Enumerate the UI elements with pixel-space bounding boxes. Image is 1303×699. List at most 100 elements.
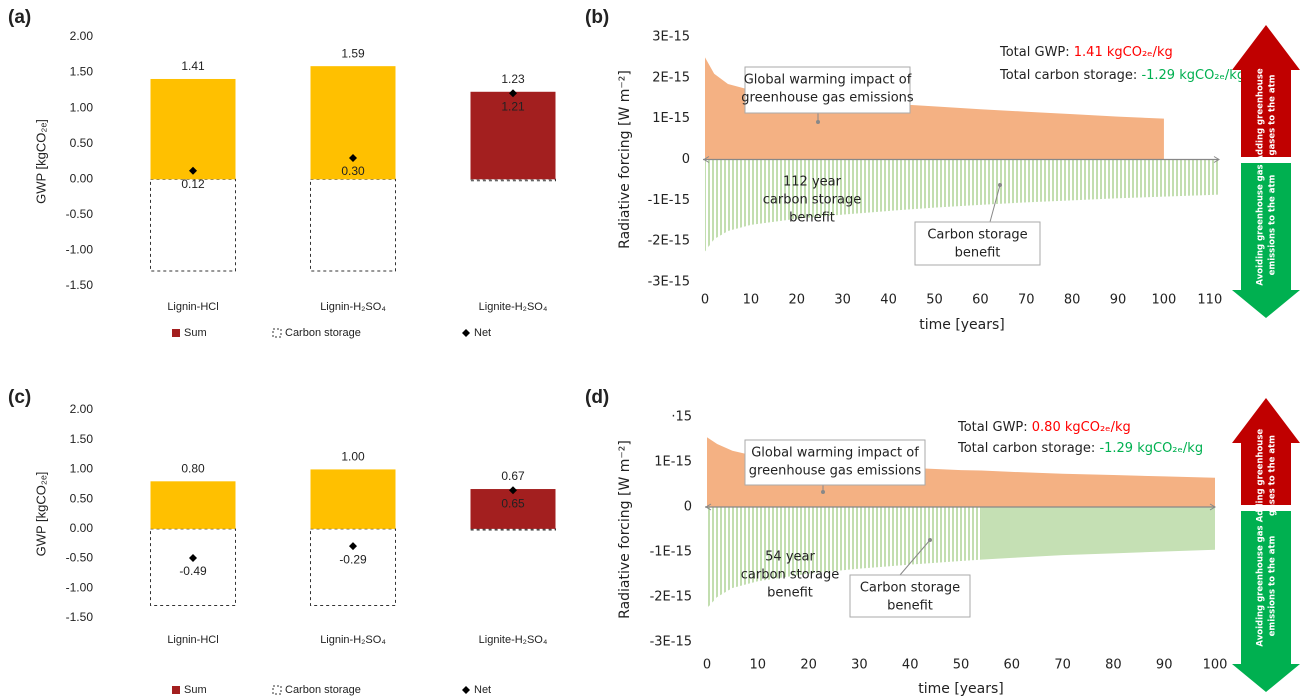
annotation-box	[744, 439, 926, 486]
x-tick-label: 60	[1004, 658, 1021, 673]
legend-swatch	[462, 329, 470, 337]
carbon-storage-bar	[310, 528, 396, 607]
total-value: 1.41 kgCO₂ₑ/kg	[1074, 45, 1173, 60]
y-tick-label: 0.00	[70, 521, 94, 535]
area-panel: ·15 1E-15 0 -1E-15 -2E-15 -3E-15 0 10 20 30 40 50 60…	[617, 398, 1300, 697]
pointer	[989, 184, 1001, 223]
total-value: -1.29 kgCO₂ₑ/kg	[1141, 68, 1245, 83]
net-label: 0.65	[501, 496, 525, 510]
y-tick-label: -1E-15	[648, 193, 690, 208]
x-tick-label: 30	[851, 658, 868, 673]
x-tick-label: 10	[750, 658, 767, 673]
net-marker	[349, 542, 357, 551]
y-tick-label: 1.50	[70, 65, 94, 79]
total-value: 0.80 kgCO₂ₑ/kg	[1032, 420, 1131, 435]
arrow-text: Avoiding greenhouse gas	[1256, 164, 1266, 285]
sum-bar	[470, 489, 556, 529]
forcing-area	[981, 507, 1215, 560]
x-axis-title: time [years]	[919, 317, 1005, 333]
panel-label: (b)	[585, 7, 609, 28]
legend-label: Sum	[184, 327, 207, 339]
y-tick-label: 2E-15	[652, 70, 690, 85]
sum-bar	[310, 469, 396, 529]
y-axis-title: Radiative forcing [W m⁻²]	[617, 440, 633, 619]
legend-label: Carbon storage	[285, 684, 361, 696]
annotation-box	[849, 574, 971, 618]
x-tick-label: 110	[1197, 293, 1222, 308]
y-tick-label: 0	[682, 152, 690, 167]
axis-arrow	[1209, 503, 1216, 511]
x-tick-label: 0	[701, 293, 709, 308]
sum-label: 1.59	[341, 46, 365, 60]
annotation-text: carbon storage	[763, 193, 861, 208]
y-tick-label: 1.00	[70, 462, 94, 476]
x-tick-label: 30	[834, 293, 851, 308]
carbon-storage-bar	[470, 178, 556, 182]
annotation-text: carbon storage	[741, 568, 839, 583]
x-tick-label: Lignin-H₂SO₄	[320, 301, 386, 313]
y-axis-title: GWP [kgCO₂ₑ]	[33, 119, 48, 204]
arrow-text: Avoiding greenhouse gas	[1256, 525, 1266, 646]
area-panel: 3E-15 2E-15 1E-15 0 -1E-15 -2E-15 -3E-15 0 10 20 3…	[617, 25, 1300, 333]
y-tick-label: 0.00	[70, 171, 94, 185]
x-tick-label: 0	[703, 658, 711, 673]
forcing-area	[707, 437, 1215, 507]
net-label: 1.21	[501, 99, 525, 113]
pointer-head	[998, 183, 1002, 187]
y-tick-label: 2.00	[70, 402, 94, 416]
annotation-text: Carbon storage	[860, 581, 960, 596]
carbon-storage-bar	[310, 178, 396, 272]
net-marker	[189, 166, 197, 175]
sum-label: 0.67	[501, 469, 525, 483]
up-arrow	[1232, 25, 1300, 157]
up-arrow	[1232, 398, 1300, 505]
forcing-area	[705, 57, 1164, 160]
annotation-text: 112 year	[783, 175, 842, 190]
forcing-area	[705, 159, 1219, 252]
total-value: -1.29 kgCO₂ₑ/kg	[1099, 441, 1203, 456]
y-axis-title: GWP [kgCO₂ₑ]	[33, 472, 48, 557]
y-tick-label: -1.50	[66, 610, 94, 624]
net-label: -0.29	[339, 552, 367, 566]
axis-arrow	[705, 503, 712, 511]
y-tick-label: 1E-15	[652, 111, 690, 126]
y-tick-label: -1.00	[66, 580, 94, 594]
y-tick-label: -2E-15	[650, 590, 692, 605]
net-marker	[349, 153, 357, 162]
arrow-text: Adding greenhouse	[1256, 68, 1266, 162]
legend-label: Sum	[184, 684, 207, 696]
annotation-text: Global warming impact of	[744, 73, 912, 88]
legend-label: Net	[474, 684, 491, 696]
carbon-storage-bar	[150, 178, 236, 272]
y-tick-label: -3E-15	[650, 635, 692, 650]
net-label: -0.49	[179, 564, 207, 578]
total-label: Total carbon storage:	[999, 68, 1141, 83]
x-tick-label: 50	[953, 658, 970, 673]
x-tick-label: 40	[902, 658, 919, 673]
total-text: Total GWP: 0.80 kgCO₂ₑ/kg	[957, 420, 1131, 435]
down-arrow	[1232, 163, 1300, 318]
x-tick-label: Lignite-H₂SO₄	[479, 301, 548, 313]
net-marker	[509, 486, 517, 495]
annotation-text: benefit	[887, 599, 933, 614]
x-tick-label: 40	[880, 293, 897, 308]
arrow-text: Adding greenhouse	[1256, 429, 1266, 523]
total-text: Total carbon storage: -1.29 kgCO₂ₑ/kg	[957, 441, 1203, 456]
x-tick-label: 90	[1110, 293, 1127, 308]
x-tick-label: 60	[972, 293, 989, 308]
sum-label: 1.23	[501, 72, 525, 86]
axis-arrow	[1213, 156, 1220, 163]
arrow-text: gases to the atm	[1268, 435, 1278, 516]
x-axis-title: time [years]	[918, 681, 1004, 697]
arrow-text: gases to the atm	[1268, 74, 1278, 155]
net-label: 0.12	[181, 177, 205, 191]
annotation-box	[744, 66, 911, 114]
legend-swatch	[272, 328, 282, 338]
total-label: Total GWP:	[999, 45, 1074, 60]
legend-swatch	[172, 329, 180, 337]
y-tick-label: 0.50	[70, 491, 94, 505]
carbon-storage-bar	[470, 528, 556, 531]
total-label: Total GWP:	[957, 420, 1032, 435]
x-tick-label: 100	[1152, 293, 1177, 308]
